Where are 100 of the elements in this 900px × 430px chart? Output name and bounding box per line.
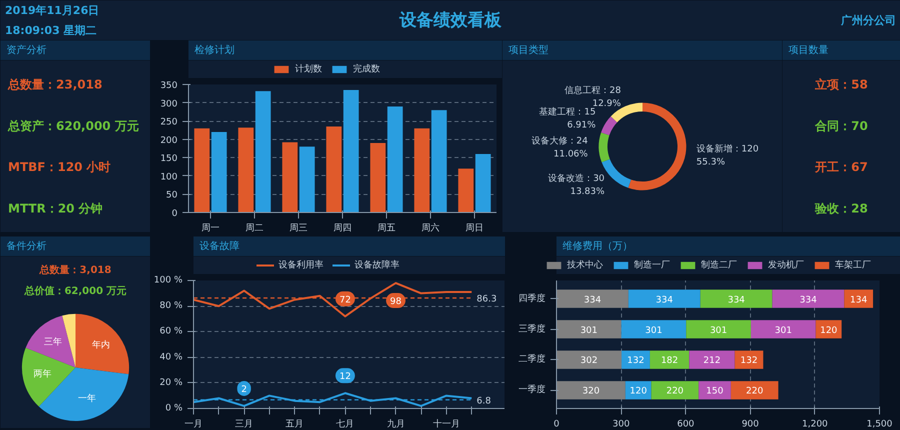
text: 验收：28 bbox=[814, 201, 868, 216]
data-label: 132 bbox=[740, 356, 758, 366]
y-tick-label: 150 bbox=[160, 154, 178, 164]
y-tick-label: 80 % bbox=[160, 301, 183, 312]
x-tick-label: 周六 bbox=[422, 222, 440, 234]
text: 总数量：23,018 bbox=[7, 78, 102, 92]
ref-line-label: 6.8 bbox=[476, 396, 492, 406]
text: 合同：70 bbox=[814, 118, 868, 133]
data-label: 132 bbox=[627, 356, 644, 366]
data-label: 302 bbox=[580, 356, 598, 366]
x-tick-label: 0 bbox=[554, 420, 560, 430]
y-tick-label: 三季度 bbox=[518, 323, 546, 334]
y-tick-label: 200 bbox=[160, 136, 178, 146]
data-label: 150 bbox=[706, 386, 724, 397]
text: 总数量：3,018 bbox=[38, 264, 112, 276]
data-label: 13.83% bbox=[570, 187, 605, 198]
text: 总资产：620,000 万元 bbox=[7, 118, 139, 133]
y-tick-label: 60 % bbox=[160, 326, 183, 337]
x-tick-label: 600 bbox=[677, 420, 695, 430]
data-label: 11.06% bbox=[554, 150, 588, 160]
data-label: 212 bbox=[703, 356, 721, 366]
y-tick-label: 0 bbox=[172, 209, 178, 219]
text: 2019年11月26日 bbox=[5, 4, 100, 17]
slice-label: 基建工程：15 bbox=[539, 106, 596, 118]
x-tick-label: 周五 bbox=[378, 222, 396, 234]
annotation: 72 bbox=[339, 295, 351, 306]
text: 立项：58 bbox=[814, 78, 868, 92]
annotation: 2 bbox=[241, 384, 247, 395]
y-tick-label: 一季度 bbox=[518, 384, 546, 396]
data-label: 220 bbox=[666, 386, 684, 397]
slice-label: 信息工程：28 bbox=[564, 85, 622, 96]
x-tick-label: 周四 bbox=[334, 222, 352, 234]
x-tick-label: 周二 bbox=[246, 222, 264, 234]
data-label: 55.3% bbox=[696, 157, 726, 168]
data-label: 12.9% bbox=[592, 99, 622, 110]
legend-label: 制造一厂 bbox=[634, 259, 670, 272]
legend-label: 设备故障率 bbox=[354, 259, 400, 272]
text: 项目数量 bbox=[788, 45, 828, 56]
x-tick-label: 周三 bbox=[290, 222, 308, 234]
data-label: 134 bbox=[850, 295, 868, 306]
text: 18:09:03 星期二 bbox=[5, 24, 97, 37]
x-tick-label: 一月 bbox=[184, 420, 202, 430]
y-tick-label: 350 bbox=[160, 81, 178, 91]
ref-line-label: 86.3 bbox=[476, 294, 497, 305]
legend-label: 完成数 bbox=[353, 63, 380, 76]
text: 资产分析 bbox=[6, 44, 46, 56]
slice-label: 两年 bbox=[33, 368, 52, 380]
data-label: 301 bbox=[710, 326, 728, 336]
data-label: 182 bbox=[660, 356, 678, 366]
text: 开工：67 bbox=[814, 160, 868, 174]
text: 设备绩效看板 bbox=[398, 10, 502, 30]
chart-title: 设备故障 bbox=[200, 240, 240, 252]
x-tick-label: 300 bbox=[612, 420, 630, 430]
x-tick-label: 周日 bbox=[466, 222, 484, 234]
data-label: 220 bbox=[746, 386, 764, 397]
y-tick-label: 0 % bbox=[165, 404, 183, 414]
y-tick-label: 20 % bbox=[160, 378, 183, 388]
data-label: 120 bbox=[820, 326, 838, 336]
text: MTBF：120 小时 bbox=[8, 160, 111, 174]
chart-title: 维修费用（万） bbox=[562, 240, 632, 252]
x-tick-label: 五月 bbox=[286, 420, 304, 430]
slice-label: 三年 bbox=[44, 336, 62, 348]
annotation: 12 bbox=[339, 372, 351, 382]
slice-label: 年内 bbox=[92, 339, 110, 350]
slice-label: 一年 bbox=[78, 392, 96, 404]
x-tick-label: 十一月 bbox=[432, 418, 460, 430]
slice-label: 设备改造：30 bbox=[548, 173, 605, 184]
x-tick-label: 九月 bbox=[386, 418, 405, 430]
x-tick-label: 三月 bbox=[235, 420, 254, 430]
x-tick-label: 900 bbox=[742, 420, 760, 430]
chart-title: 检修计划 bbox=[194, 44, 234, 56]
y-tick-label: 四季度 bbox=[518, 292, 546, 304]
data-label: 301 bbox=[580, 326, 598, 336]
data-label: 120 bbox=[630, 386, 648, 397]
text: 广州分公司 bbox=[840, 14, 896, 27]
x-tick-label: 周一 bbox=[202, 222, 220, 234]
data-label: 334 bbox=[656, 295, 674, 306]
y-tick-label: 250 bbox=[160, 118, 178, 128]
x-tick-label: 1,500 bbox=[866, 420, 893, 430]
data-label: 320 bbox=[582, 386, 600, 397]
y-tick-label: 300 bbox=[160, 99, 178, 110]
slice-label: 设备新增：120 bbox=[696, 143, 759, 154]
y-tick-label: 40 % bbox=[160, 352, 183, 362]
slice-label: 设备大修：24 bbox=[531, 136, 588, 147]
data-label: 334 bbox=[800, 295, 818, 306]
legend-label: 发动机厂 bbox=[768, 259, 804, 272]
legend-label: 制造二厂 bbox=[701, 259, 737, 272]
legend-label: 计划数 bbox=[295, 63, 322, 76]
chart-title: 备件分析 bbox=[6, 240, 46, 252]
y-tick-label: 二季度 bbox=[518, 354, 546, 365]
chart-title: 项目类型 bbox=[508, 44, 548, 56]
data-label: 6.91% bbox=[567, 120, 596, 131]
text: 总价值：62,000 万元 bbox=[23, 284, 127, 297]
legend-label: 设备利用率 bbox=[278, 259, 324, 272]
y-tick-label: 100 % bbox=[154, 276, 183, 286]
data-label: 301 bbox=[774, 326, 792, 336]
data-label: 334 bbox=[584, 295, 602, 306]
text: MTTR：20 分钟 bbox=[8, 201, 103, 216]
y-tick-label: 100 bbox=[160, 172, 178, 182]
x-tick-label: 1,200 bbox=[802, 420, 828, 430]
